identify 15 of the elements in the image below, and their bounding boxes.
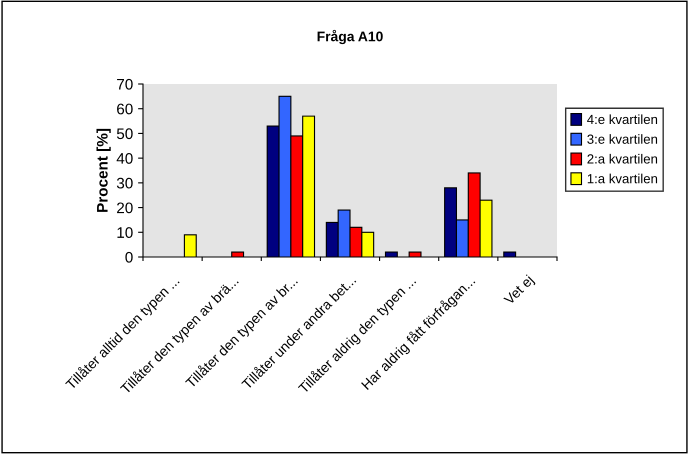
y-tick-label: 40 (116, 153, 133, 164)
y-tick-label: 50 (116, 128, 133, 140)
x-tick-label: Vet ej (502, 274, 536, 308)
legend-label: 2:a kvartilen (587, 154, 658, 164)
chart-title: Fråga A10 (318, 30, 383, 44)
y-axis-title: Procent [%] (96, 128, 111, 212)
legend-label: 4:e kvartilen (587, 114, 658, 124)
y-tick-label: 30 (116, 178, 133, 189)
y-tick-label: 10 (117, 227, 133, 238)
y-tick-label: 60 (117, 104, 133, 114)
legend-label: 1:a kvartilen (588, 174, 658, 184)
legend-label: 3:e kvartilen (587, 134, 658, 144)
y-tick-label: 70 (117, 78, 133, 90)
y-tick-label: 20 (117, 202, 133, 214)
y-tick-label: 0 (125, 252, 133, 263)
